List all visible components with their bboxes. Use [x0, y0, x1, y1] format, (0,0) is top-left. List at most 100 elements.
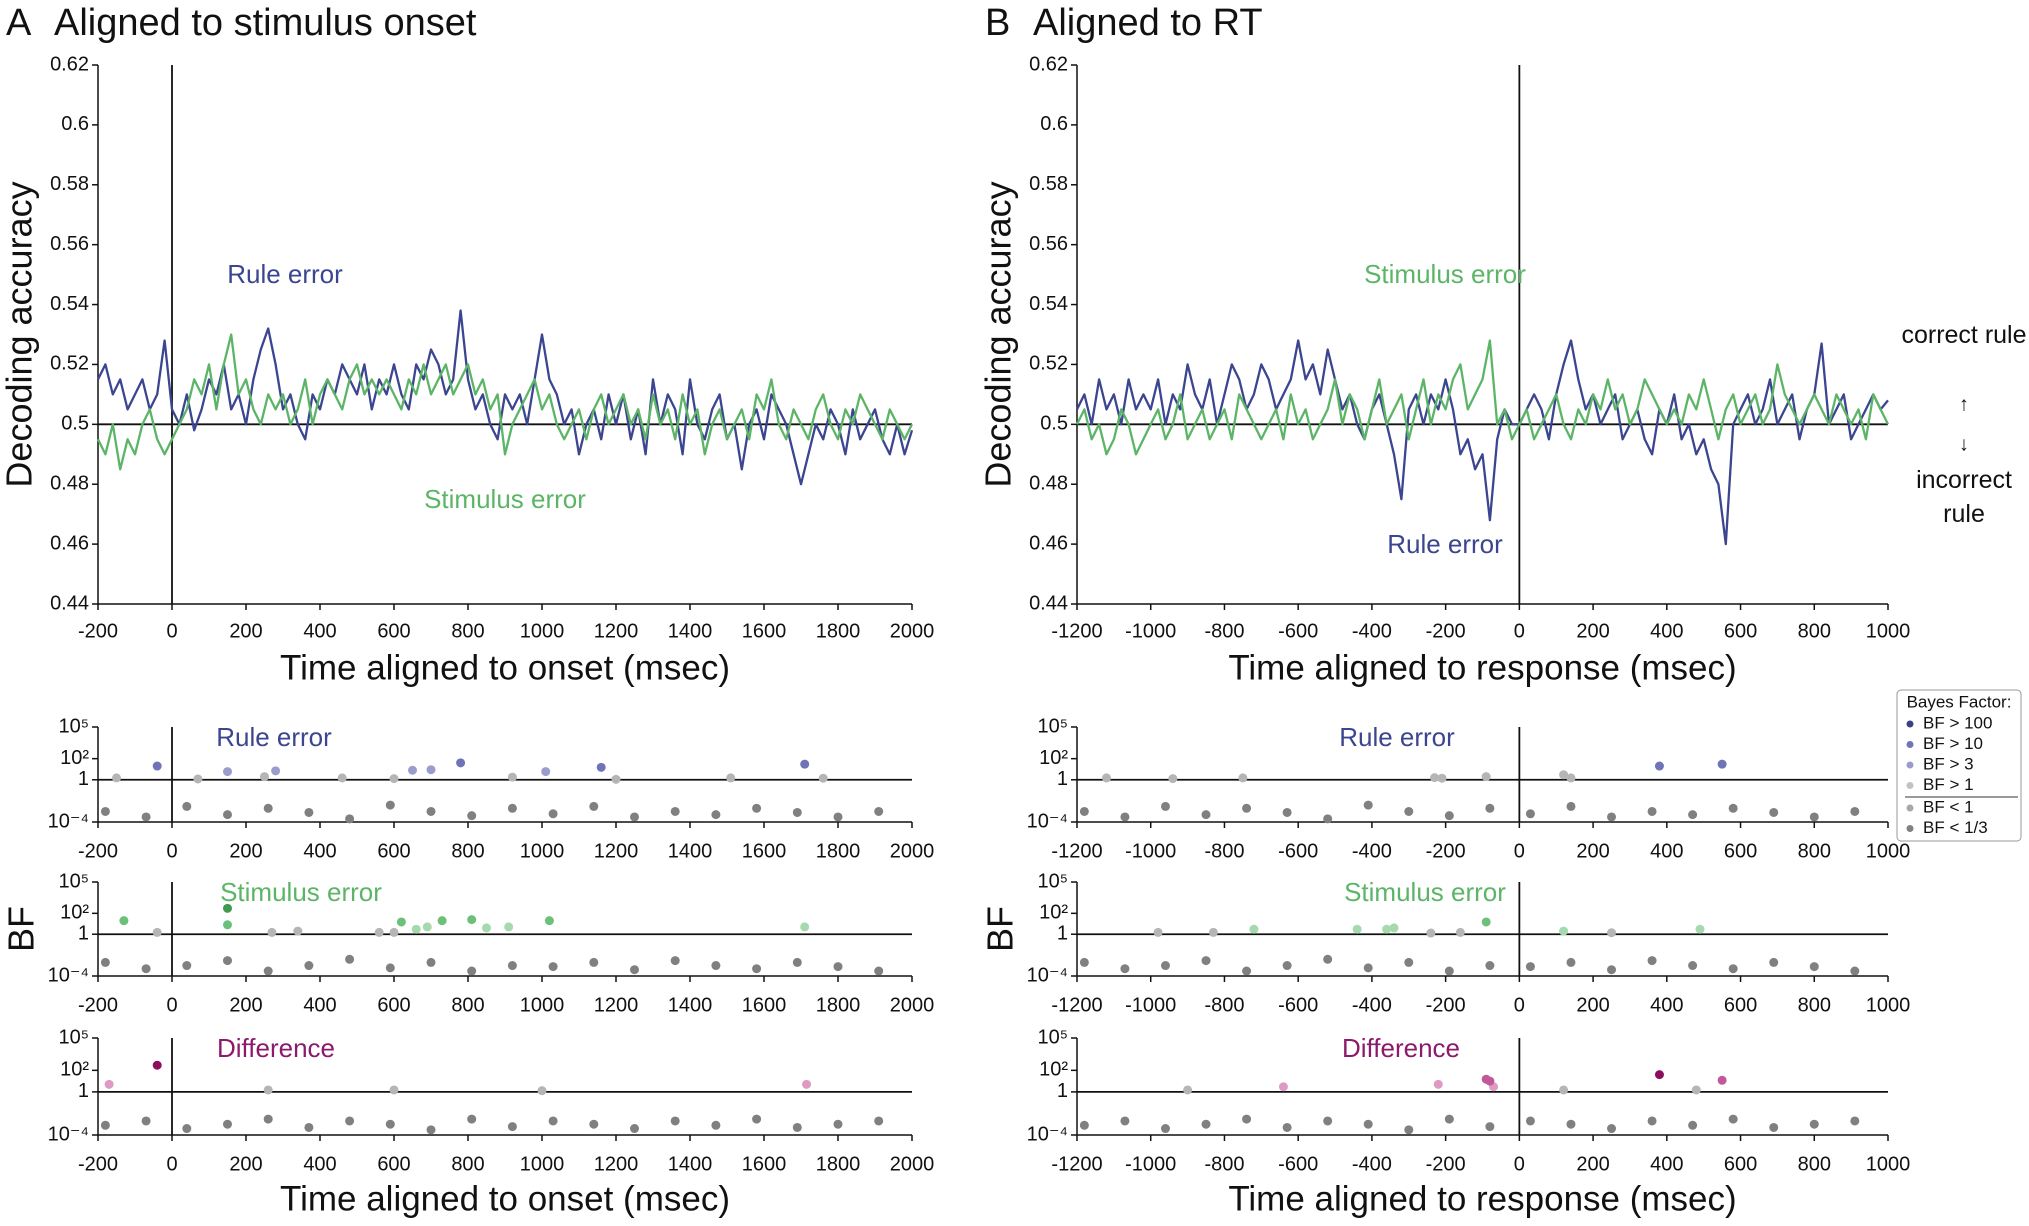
- y-axis-label: Decoding accuracy: [0, 181, 40, 487]
- x-tick-label: 400: [303, 840, 336, 862]
- x-tick-label: -400: [1352, 1153, 1392, 1175]
- bf-point: [1717, 759, 1727, 769]
- bf-point: [630, 1124, 639, 1134]
- x-tick-label: 1000: [520, 994, 565, 1016]
- y-axis-label: BF: [980, 906, 1021, 952]
- y-tick-label: 0.56: [1029, 233, 1068, 255]
- bf-point: [1691, 1085, 1701, 1095]
- subplot-title: Difference: [1342, 1033, 1460, 1063]
- x-tick-label: -200: [78, 840, 118, 862]
- x-tick-label: 200: [1576, 840, 1609, 862]
- bf-point: [1444, 811, 1454, 821]
- y-tick-label: 0.54: [1029, 293, 1068, 315]
- y-tick-label: 0.44: [50, 592, 89, 614]
- bf-point: [833, 1119, 843, 1129]
- y-tick-label: 1: [78, 1080, 89, 1102]
- x-tick-label: -600: [1278, 1153, 1318, 1175]
- bf-point: [467, 1114, 477, 1124]
- bf-point: [726, 773, 736, 783]
- bf-point: [874, 966, 884, 976]
- arrow-down: ↓: [1959, 433, 1969, 455]
- x-tick-label: -1200: [1051, 840, 1102, 862]
- bf-point: [1426, 928, 1436, 938]
- x-tick-label: 0: [1514, 840, 1525, 862]
- bf-point: [752, 1114, 762, 1124]
- x-tick-label: -200: [1426, 840, 1466, 862]
- bf-point: [1278, 1082, 1288, 1092]
- bf-point: [818, 773, 828, 783]
- y-tick-label: 10⁵: [1037, 870, 1068, 892]
- y-tick-label: 0.48: [1029, 473, 1068, 495]
- bf-point: [1717, 1075, 1727, 1085]
- bf-point: [304, 807, 314, 817]
- panel-label: A: [6, 2, 32, 44]
- x-tick-label: -1200: [1051, 994, 1102, 1016]
- x-tick-label: -200: [78, 994, 118, 1016]
- x-tick-label: 400: [1650, 620, 1683, 642]
- bf-point: [1607, 812, 1617, 822]
- bf-point: [874, 806, 884, 816]
- bf-point: [630, 812, 639, 822]
- x-tick-label: 600: [1724, 994, 1757, 1016]
- x-tick-label: -1200: [1051, 620, 1102, 642]
- y-tick-label: 0.5: [61, 413, 89, 435]
- y-axis-label: BF: [1, 906, 42, 952]
- x-tick-label: 1400: [668, 1153, 713, 1175]
- x-tick-label: 1000: [1866, 1153, 1911, 1175]
- bf-point: [1242, 1114, 1252, 1124]
- bf-point: [422, 922, 432, 932]
- bf-point: [182, 801, 192, 811]
- x-tick-label: 1000: [520, 1153, 565, 1175]
- bf-point: [833, 962, 843, 972]
- bf-point: [100, 957, 110, 967]
- bf-point: [874, 1116, 884, 1126]
- bf-point: [426, 957, 436, 967]
- bf-point: [1101, 773, 1111, 783]
- legend-title: Bayes Factor:: [1907, 692, 2012, 711]
- bf-point: [389, 774, 399, 784]
- y-tick-label: 10²: [1039, 747, 1068, 769]
- bf-point: [396, 917, 406, 927]
- x-axis-label: Time aligned to response (msec): [1228, 1179, 1736, 1218]
- x-tick-label: 600: [377, 994, 410, 1016]
- x-tick-label: 1600: [742, 620, 787, 642]
- bf-point: [1282, 961, 1292, 971]
- bf-point: [752, 803, 762, 813]
- bf-point: [1850, 1116, 1860, 1126]
- bf-point: [467, 915, 477, 925]
- subplot-title: Rule error: [216, 722, 332, 752]
- x-tick-label: 200: [1576, 620, 1609, 642]
- x-tick-label: 1200: [594, 840, 639, 862]
- x-tick-label: 200: [1576, 1153, 1609, 1175]
- y-tick-label: 10⁵: [58, 1026, 89, 1048]
- x-tick-label: 1400: [668, 620, 713, 642]
- bf-point: [596, 762, 606, 772]
- subplot-title: Difference: [217, 1033, 335, 1063]
- bf-point: [670, 1116, 680, 1126]
- y-tick-label: 10²: [1039, 1059, 1068, 1081]
- y-tick-label: 0.46: [1029, 532, 1068, 554]
- bf-point: [1809, 812, 1819, 822]
- x-tick-label: 1000: [1866, 994, 1911, 1016]
- bf-point: [1809, 1119, 1819, 1129]
- x-tick-label: 1800: [816, 620, 861, 642]
- x-tick-label: 1200: [594, 994, 639, 1016]
- y-tick-label: 0.5: [1040, 413, 1068, 435]
- panel-label: B: [985, 2, 1010, 44]
- bf-point: [1404, 1125, 1414, 1135]
- y-tick-label: 0.56: [50, 233, 89, 255]
- x-tick-label: -200: [1426, 620, 1466, 642]
- legend-box: [1896, 689, 2022, 842]
- bf-point: [345, 954, 355, 964]
- x-tick-label: 200: [229, 840, 262, 862]
- series-label: Rule error: [227, 259, 343, 289]
- y-tick-label: 10²: [1039, 902, 1068, 924]
- bf-point: [389, 1085, 399, 1095]
- bf-point: [1688, 961, 1698, 971]
- panel-title: Aligned to RT: [1033, 2, 1263, 44]
- x-tick-label: -800: [1204, 620, 1244, 642]
- bf-point: [1485, 961, 1495, 971]
- bf-point: [1688, 1120, 1698, 1130]
- y-tick-label: 10⁵: [1037, 715, 1068, 737]
